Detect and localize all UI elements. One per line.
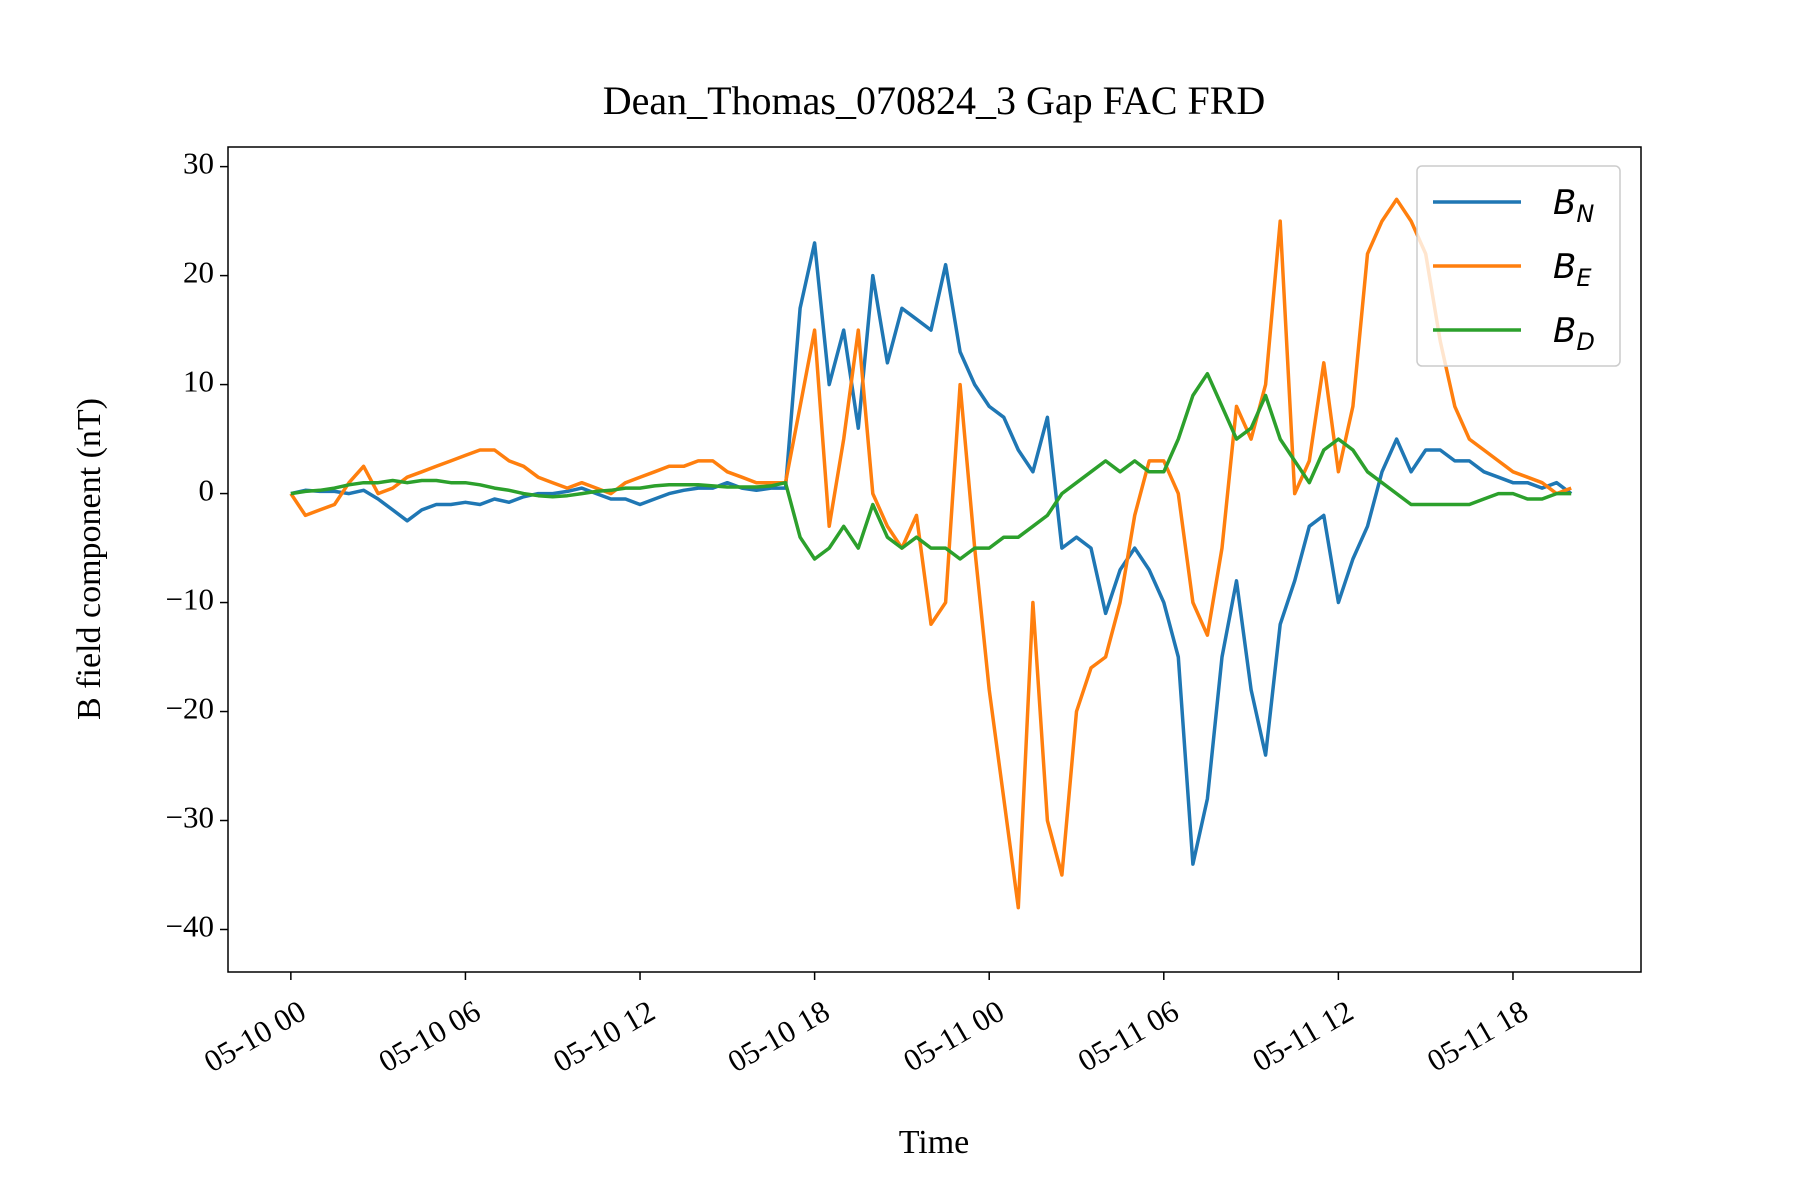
- y-tick-label: 10: [183, 364, 214, 399]
- y-tick-label: 0: [199, 473, 215, 508]
- y-tick-label: −40: [166, 909, 214, 944]
- y-tick-label: −10: [166, 582, 214, 617]
- plot-frame: [227, 146, 1642, 973]
- y-axis-label: B field component (nT): [71, 398, 108, 720]
- y-tick-label: 30: [183, 146, 214, 181]
- y-tick-label: 20: [183, 255, 214, 290]
- x-axis-label: Time: [899, 1124, 970, 1161]
- data-line: [290, 371, 1572, 561]
- y-tick-label: −20: [166, 691, 214, 726]
- data-line: [290, 241, 1573, 866]
- data-line: [289, 197, 1572, 910]
- chart-title: Dean_Thomas_070824_3 Gap FAC FRD: [603, 78, 1266, 123]
- legend-label: BD: [1553, 311, 1595, 356]
- legend-label: BE: [1553, 247, 1592, 292]
- legend-label: BN: [1553, 183, 1594, 228]
- y-tick-label: −30: [166, 800, 214, 835]
